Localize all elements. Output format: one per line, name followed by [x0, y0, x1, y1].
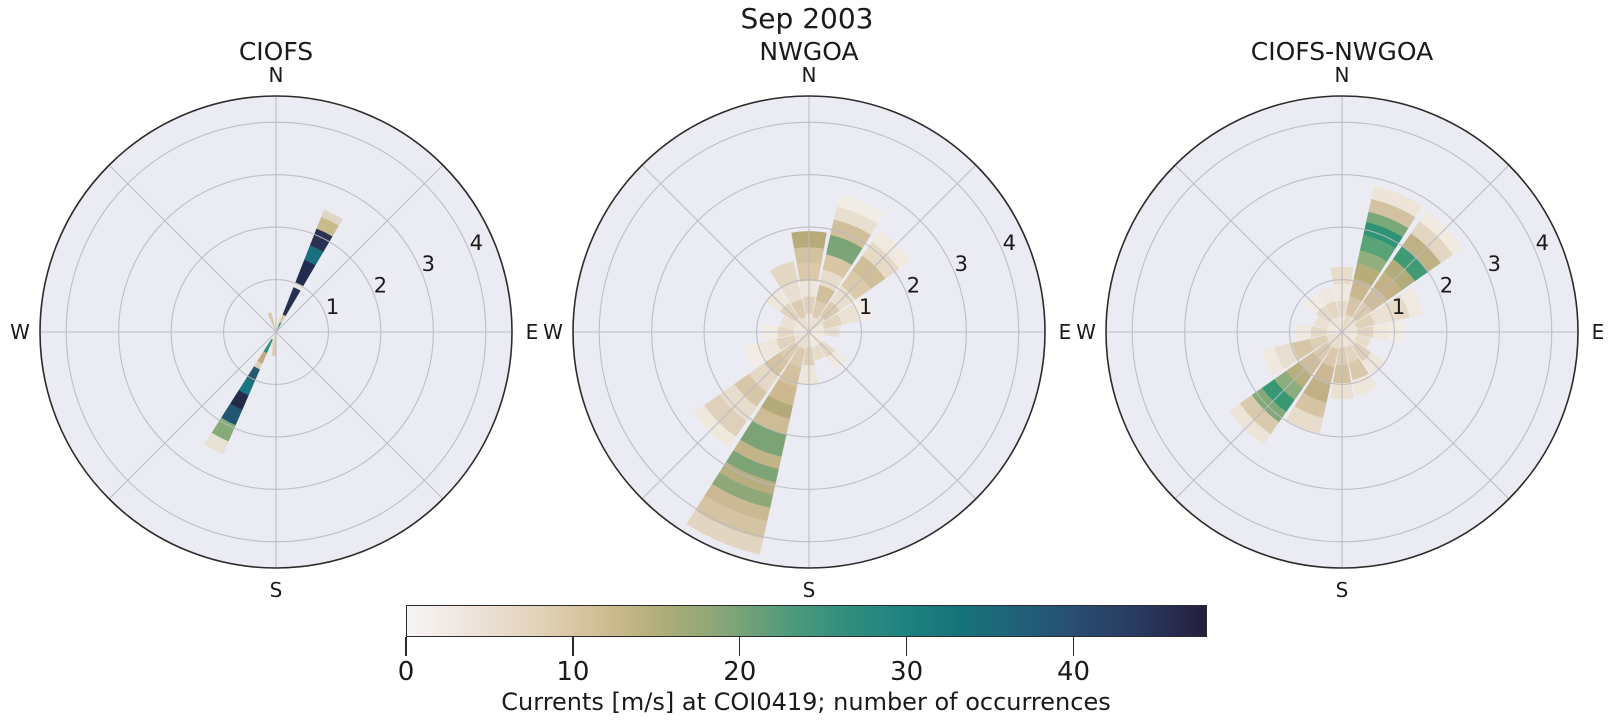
colorbar-tickmark — [405, 637, 407, 656]
angular-gridline — [108, 164, 277, 333]
angular-gridline — [1174, 164, 1343, 333]
radial-tick-label: 2 — [374, 273, 387, 297]
rose-petal-segment — [1400, 287, 1424, 318]
rose-petal-segment — [275, 316, 282, 333]
angular-gridline — [108, 331, 277, 500]
rose-petal-segment — [780, 315, 797, 330]
rose-petal-segment — [1352, 373, 1378, 396]
colorbar-tick-label: 30 — [890, 657, 924, 687]
rose-petal-segment — [1354, 334, 1371, 349]
rose-petal-segment — [808, 331, 823, 340]
rose-petal-segment — [1371, 185, 1423, 218]
radial-tick-label: 1 — [859, 295, 872, 319]
colorbar-tickmark — [1072, 637, 1075, 656]
polar-spine — [39, 95, 513, 569]
angular-gridline — [1341, 331, 1510, 500]
radial-tick-label: 2 — [1440, 273, 1453, 297]
rose-petal-segment — [836, 194, 885, 224]
compass-label-w: W — [1076, 320, 1096, 344]
radial-tick-label: 4 — [470, 231, 483, 255]
plot-title-ciofs: CIOFS — [238, 37, 314, 66]
radial-tick-label: 4 — [1003, 231, 1016, 255]
angular-gridline — [641, 331, 810, 500]
angular-gridline — [1174, 331, 1343, 500]
compass-label-e: E — [1592, 320, 1605, 344]
colorbar-tickmark — [572, 637, 574, 656]
compass-label-w: W — [10, 320, 30, 344]
colorbar-tickmark — [905, 637, 908, 656]
rose-petal-segment — [267, 312, 277, 333]
plot-title-nwgoa: NWGOA — [759, 37, 859, 66]
radial-tick-label: 3 — [955, 252, 968, 276]
colorbar-tick-label: 0 — [397, 657, 415, 687]
rose-petal-segment — [275, 331, 285, 346]
compass-label-e: E — [526, 320, 539, 344]
compass-label-n: N — [269, 63, 284, 87]
figure-suptitle: Sep 2003 — [740, 2, 874, 35]
polar-spine — [1105, 95, 1579, 569]
rose-petal-segment — [1261, 346, 1284, 377]
compass-label-w: W — [543, 320, 563, 344]
angular-gridline — [1341, 164, 1510, 333]
rose-petal-segment — [743, 342, 766, 369]
compass-label-s: S — [1336, 578, 1349, 602]
radial-tick-label: 3 — [1488, 252, 1501, 276]
colorbar-tick-label: 20 — [723, 657, 757, 687]
angular-gridline — [641, 164, 810, 333]
colorbar-tickmark — [739, 637, 741, 656]
rose-petal-segment — [204, 432, 229, 455]
rose-petal-segment — [1316, 286, 1336, 306]
angular-gridline — [808, 164, 977, 333]
compass-label-s: S — [270, 578, 283, 602]
polar-plot-ciofs: 1 2 3 4 N S E W — [10, 63, 538, 602]
colorbar-tick-label: 40 — [1056, 657, 1091, 687]
radial-tick-label: 3 — [422, 252, 435, 276]
radial-tick-label: 1 — [1392, 295, 1405, 319]
rose-petal-segment — [1314, 316, 1330, 330]
angular-gridline — [275, 331, 444, 500]
angular-gridline — [275, 164, 444, 333]
radial-tick-label: 4 — [1536, 231, 1549, 255]
polar-plot-nwgoa: 1 2 3 4 N S E W — [543, 63, 1071, 602]
rose-petal-segment — [270, 331, 277, 348]
rose-petal-segment — [852, 295, 875, 322]
rose-petal-segment — [812, 344, 825, 361]
rose-petal-segment — [321, 209, 343, 226]
colorbar-tick-label: 10 — [556, 657, 590, 687]
compass-label-s: S — [803, 578, 816, 602]
angular-gridline — [808, 331, 977, 500]
colorbar-gradient — [406, 605, 1207, 637]
polar-spine — [572, 95, 1046, 569]
rose-petal-segment — [1285, 406, 1324, 434]
compass-label-n: N — [802, 63, 817, 87]
radial-tick-label: 1 — [326, 295, 339, 319]
polar-plot-ciofs-nwgoa: 1 2 3 4 N S E W — [1076, 63, 1604, 602]
colorbar-label: Currents [m/s] at COI0419; number of occ… — [501, 688, 1111, 716]
compass-label-n: N — [1335, 63, 1350, 87]
plot-title-ciofs-nwgoa: CIOFS-NWGOA — [1250, 37, 1434, 66]
rose-petal-segment — [686, 510, 764, 555]
compass-label-e: E — [1059, 320, 1072, 344]
rose-petal-segment — [769, 261, 799, 289]
radial-tick-label: 2 — [907, 273, 920, 297]
